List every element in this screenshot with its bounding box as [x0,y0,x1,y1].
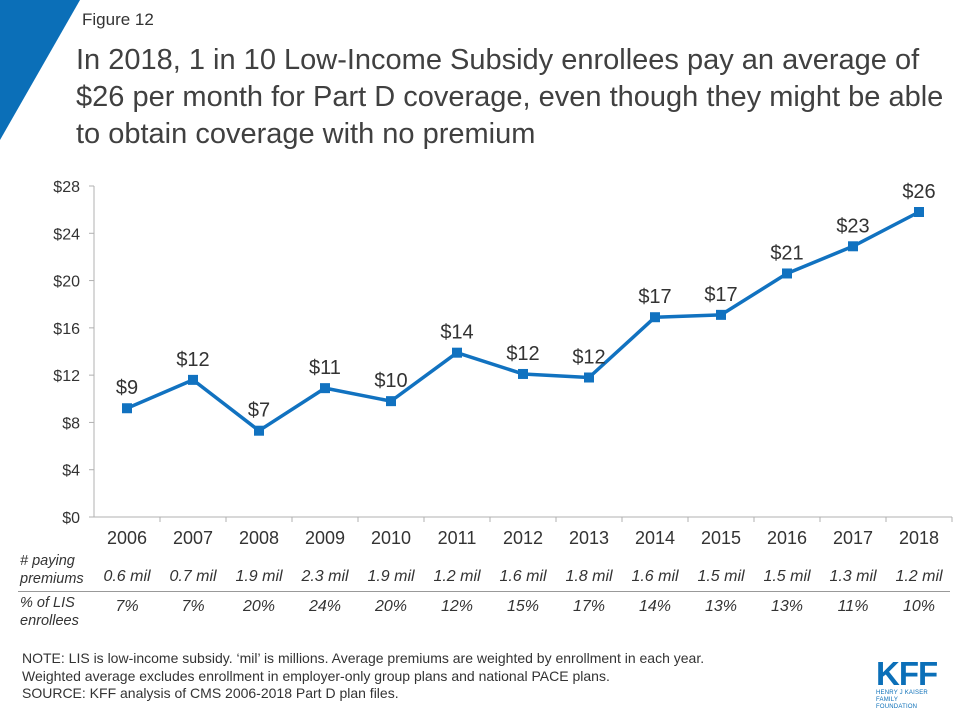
x-tick-label: 2013 [569,528,609,548]
y-tick-label: $4 [62,463,80,480]
pct-row-label: % of LIS enrollees [20,594,79,630]
data-point [386,396,396,407]
y-tick-label: $12 [53,368,80,385]
data-point [584,372,594,383]
data-label: $17 [638,286,671,308]
data-point [914,207,924,218]
y-tick-label: $0 [62,510,80,527]
data-label: $21 [770,242,803,264]
paying-row-label-line2: premiums [20,571,84,587]
data-label: $17 [704,284,737,306]
data-point [518,368,528,379]
paying-value: 1.6 mil [631,568,679,585]
pct-value: 13% [704,598,738,615]
data-label: $14 [440,322,473,344]
kff-logo: KFF HENRY J KAISER FAMILY FOUNDATION [876,655,940,711]
y-tick-label: $28 [53,179,80,196]
pct-value: 13% [770,598,804,615]
paying-row: 0.6 mil 0.7 mil 1.9 mil 2.3 mil 1.9 mil 1.2 m… [94,568,952,586]
data-label: $23 [836,215,869,237]
paying-value: 1.9 mil [235,568,283,585]
y-tick-label: $24 [53,226,80,243]
pct-value: 7% [115,598,139,615]
x-tick-label: 2007 [173,528,213,548]
y-tick-label: $20 [53,274,80,291]
paying-value: 1.5 mil [697,568,745,585]
data-point [848,241,858,252]
logo-mark: KFF [876,655,938,692]
data-label: $26 [902,181,935,203]
data-point [782,268,792,279]
note-line-2: Weighted average excludes enrollment in … [22,667,610,684]
paying-value: 1.9 mil [367,568,415,585]
data-point [716,309,726,320]
data-point [188,374,198,385]
pct-value: 17% [572,598,606,615]
pct-value: 15% [506,598,540,615]
x-tick-label: 2006 [107,528,147,548]
pct-value: 10% [902,598,936,615]
table-divider [18,591,950,592]
paying-value: 1.6 mil [499,568,547,585]
data-point [320,383,330,394]
figure-label: Figure 12 [82,10,154,29]
x-tick-label: 2018 [899,528,939,548]
x-tick-label: 2014 [635,528,675,548]
logo-sub-1: HENRY J KAISER [876,690,928,696]
x-tick-label: 2017 [833,528,873,548]
data-label: $12 [176,349,209,371]
pct-value: 14% [638,598,672,615]
pct-value: 11% [837,598,869,615]
chart-title: In 2018, 1 in 10 Low-Income Subsidy enro… [76,44,944,150]
x-tick-label: 2009 [305,528,345,548]
data-label: $12 [506,343,539,365]
corner-accent [0,0,80,140]
data-point [452,347,462,358]
paying-value: 1.2 mil [895,568,943,585]
source-line: SOURCE: KFF analysis of CMS 2006-2018 Pa… [22,685,399,701]
paying-row-label: # paying premiums [20,552,84,588]
paying-row-label-line1: # paying [20,553,75,569]
data-point [254,425,264,436]
note-line-1: NOTE: LIS is low-income subsidy. ‘mil’ i… [22,650,705,666]
paying-value: 1.5 mil [763,568,811,585]
pct-row: 7% 7% 20% 24% 20% 12% 15% 17% 14% 13% 13% 11% 10% [94,598,952,616]
x-tick-label: 2010 [371,528,411,548]
paying-value: 0.6 mil [103,568,151,585]
paying-value: 2.3 mil [301,568,349,585]
data-label: $12 [572,347,605,369]
y-tick-label: $8 [62,415,80,432]
y-tick-label: $16 [53,321,80,338]
data-point [650,312,660,323]
paying-value: 1.3 mil [829,568,877,585]
data-label: $9 [116,377,138,399]
footnote: NOTE: LIS is low-income subsidy. ‘mil’ i… [22,650,704,703]
logo-sub-2: FAMILY FOUNDATION [876,697,918,710]
data-label: $7 [248,400,270,422]
line-chart: $0 $4 $8 $12 $16 $20 $24 $28 2006 2007 2008 2009 201… [53,179,953,548]
paying-value: 1.2 mil [433,568,481,585]
paying-value: 1.8 mil [565,568,613,585]
pct-row-label-line1: % of LIS [20,595,75,611]
pct-value: 12% [440,598,474,615]
pct-value: 20% [374,598,408,615]
x-tick-label: 2008 [239,528,279,548]
data-label: $11 [309,357,341,379]
paying-value: 0.7 mil [169,568,217,585]
data-label: $10 [374,370,407,392]
x-tick-label: 2011 [438,528,477,548]
x-tick-label: 2015 [701,528,741,548]
pct-row-label-line2: enrollees [20,613,79,629]
data-point [122,403,132,414]
x-tick-label: 2012 [503,528,543,548]
pct-value: 7% [181,598,205,615]
pct-value: 24% [308,598,342,615]
pct-value: 20% [242,598,276,615]
x-tick-label: 2016 [767,528,807,548]
